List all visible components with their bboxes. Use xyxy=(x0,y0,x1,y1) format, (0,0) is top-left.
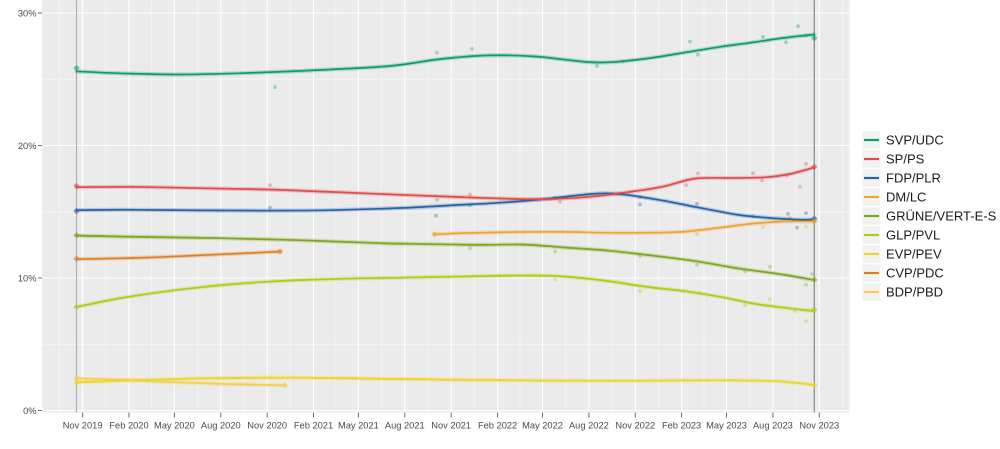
svg-text:May 2023: May 2023 xyxy=(706,420,747,430)
svg-text:FDP/PLR: FDP/PLR xyxy=(886,171,941,186)
svg-text:BDP/PBD: BDP/PBD xyxy=(886,285,943,300)
svg-text:DM/LC: DM/LC xyxy=(886,190,926,205)
svg-text:10%: 10% xyxy=(18,273,37,283)
svg-text:30%: 30% xyxy=(18,8,37,18)
svg-text:0%: 0% xyxy=(23,406,36,416)
svg-text:Nov 2022: Nov 2022 xyxy=(615,420,655,430)
svg-text:Nov 2020: Nov 2020 xyxy=(247,420,287,430)
svg-text:Feb 2020: Feb 2020 xyxy=(109,420,148,430)
svg-text:EVP/PEV: EVP/PEV xyxy=(886,247,942,262)
svg-text:GRÜNE/VERT-E-S: GRÜNE/VERT-E-S xyxy=(886,209,997,224)
svg-text:Aug 2020: Aug 2020 xyxy=(201,420,241,430)
svg-text:May 2021: May 2021 xyxy=(338,420,379,430)
svg-text:May 2020: May 2020 xyxy=(154,420,195,430)
svg-text:Nov 2023: Nov 2023 xyxy=(799,420,839,430)
svg-text:Nov 2019: Nov 2019 xyxy=(63,420,103,430)
svg-text:Aug 2022: Aug 2022 xyxy=(569,420,609,430)
svg-text:Feb 2023: Feb 2023 xyxy=(662,420,701,430)
svg-text:Feb 2021: Feb 2021 xyxy=(294,420,333,430)
svg-text:Nov 2021: Nov 2021 xyxy=(431,420,471,430)
svg-text:Aug 2021: Aug 2021 xyxy=(385,420,425,430)
svg-text:SVP/UDC: SVP/UDC xyxy=(886,133,944,148)
svg-text:CVP/PDC: CVP/PDC xyxy=(886,266,944,281)
svg-text:Aug 2023: Aug 2023 xyxy=(753,420,793,430)
svg-text:20%: 20% xyxy=(18,141,37,151)
svg-text:May 2022: May 2022 xyxy=(522,420,563,430)
svg-text:SP/PS: SP/PS xyxy=(886,152,925,167)
svg-text:Feb 2022: Feb 2022 xyxy=(478,420,517,430)
svg-text:GLP/PVL: GLP/PVL xyxy=(886,228,940,243)
